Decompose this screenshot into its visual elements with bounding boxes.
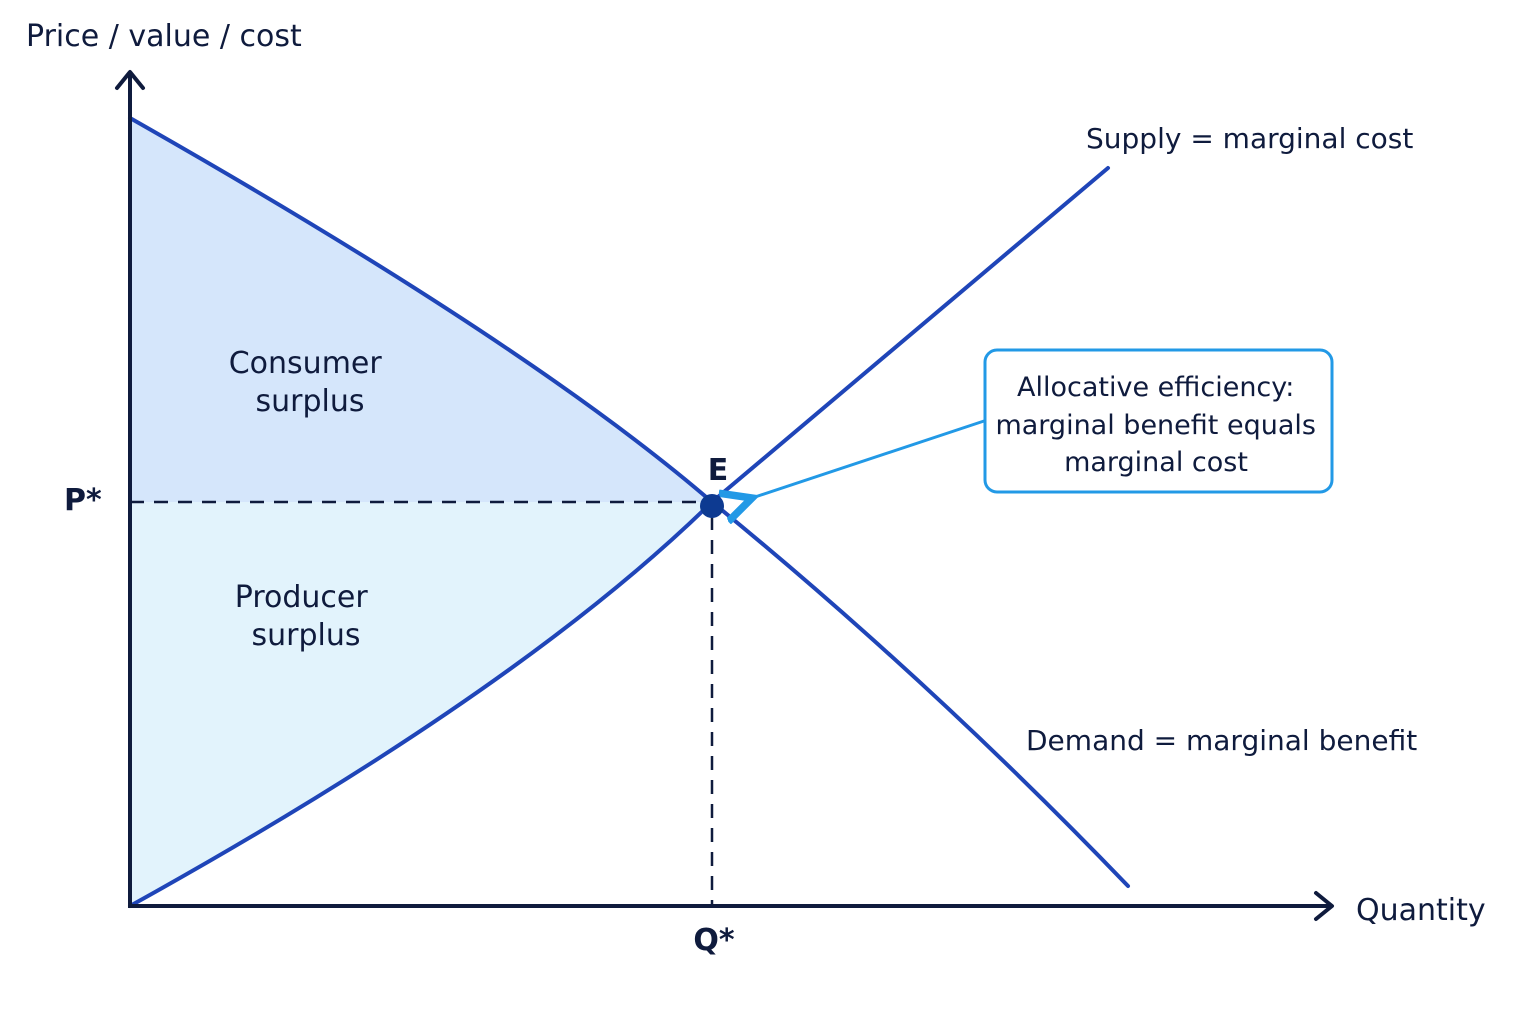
- quantity-tick-label: Q*: [693, 923, 735, 958]
- demand-curve-label: Demand = marginal benefit: [1026, 724, 1417, 757]
- consumer-surplus-area: [130, 118, 712, 502]
- callout-box: [983, 348, 1334, 494]
- consumer-surplus-label: Consumer surplus: [229, 346, 392, 419]
- producer-surplus-area: [130, 502, 712, 906]
- price-tick-label: P*: [64, 483, 102, 518]
- x-axis-arrowhead: [1314, 891, 1334, 921]
- supply-curve-label: Supply = marginal cost: [1086, 122, 1413, 155]
- demand-curve: [128, 116, 1130, 888]
- supply-curve: [128, 166, 1110, 908]
- equilibrium-label: E: [708, 453, 729, 488]
- y-axis-arrowhead: [115, 70, 145, 90]
- callout-text: Allocative efficiency: marginal benefit …: [995, 372, 1324, 478]
- callout-arrow: [752, 419, 985, 498]
- producer-surplus-label: Producer surplus: [235, 580, 377, 653]
- equilibrium-point: [700, 494, 724, 518]
- x-axis-title: Quantity: [1356, 893, 1486, 928]
- y-axis-title: Price / value / cost: [26, 19, 302, 54]
